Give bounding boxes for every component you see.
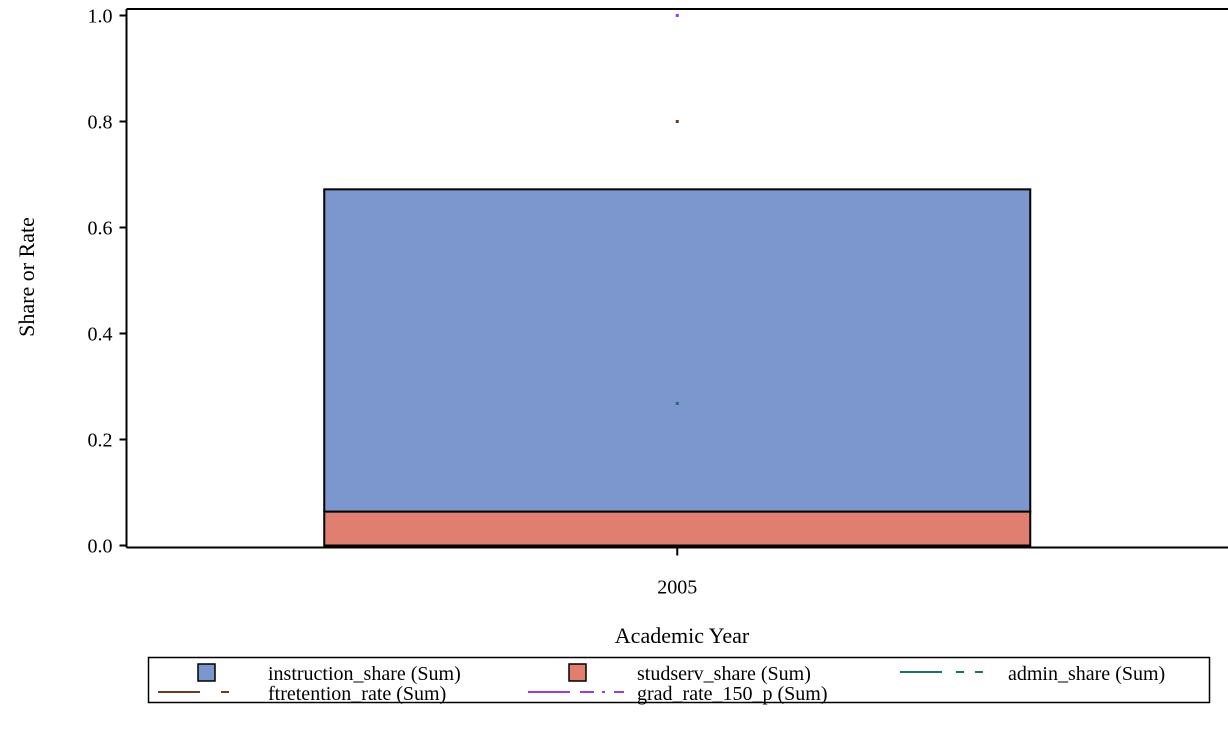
legend-swatch-studserv-share: [568, 663, 587, 682]
legend-frame: [147, 656, 1211, 704]
y-tick-label: 0.6: [88, 218, 113, 240]
y-axis-title: Share or Rate: [14, 217, 39, 337]
bar-studserv-share: [323, 510, 1032, 547]
x-axis: 2005: [657, 547, 697, 599]
legend-label-grad-rate-150-p: grad_rate_150_p (Sum): [637, 683, 828, 705]
y-tick-label: 1.0: [88, 6, 113, 28]
legend: instruction_share (Sum) studserv_share (S…: [147, 656, 1211, 705]
legend-label-ftretention-rate: ftretention_rate (Sum): [268, 683, 446, 705]
points-layer: [675, 14, 679, 405]
x-axis-title: Academic Year: [615, 623, 750, 648]
y-tick-label: 0.4: [88, 324, 113, 346]
y-tick-label: 0.2: [88, 430, 113, 452]
legend-label-studserv-share: studserv_share (Sum): [637, 663, 811, 685]
bars-layer: [323, 188, 1032, 547]
y-axis: 0.0 0.2 0.4 0.6 0.8 1.0: [88, 6, 127, 558]
legend-label-admin-share: admin_share (Sum): [1008, 663, 1165, 685]
legend-swatch-instruction-share: [197, 663, 216, 682]
legend-label-instruction-share: instruction_share (Sum): [268, 663, 461, 685]
y-tick-label: 0.0: [88, 536, 113, 558]
bar-instruction-share: [323, 188, 1032, 513]
x-tick-label: 2005: [657, 577, 697, 599]
y-tick-label: 0.8: [88, 112, 113, 134]
